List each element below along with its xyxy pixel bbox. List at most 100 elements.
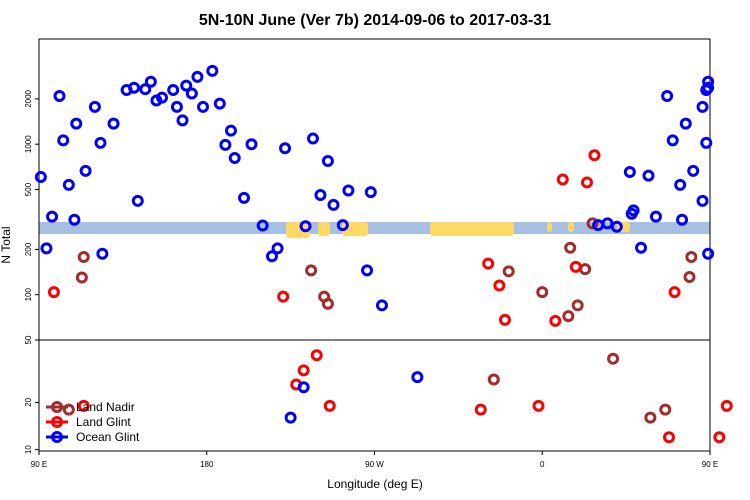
ocean-glint-point	[687, 164, 700, 177]
land-nadir-point	[487, 373, 500, 386]
land-glint-point	[47, 286, 60, 299]
ocean-glint-point	[40, 242, 53, 255]
land-blob-5	[430, 222, 514, 236]
ocean-glint-point	[206, 64, 219, 77]
ocean-glint-point	[610, 220, 623, 233]
ocean-glint-point	[679, 117, 692, 130]
ocean-glint-point	[271, 242, 284, 255]
x-axis-label: Longitude (deg E)	[327, 477, 422, 491]
land-nadir-point	[562, 310, 575, 323]
ocean-glint-point	[62, 178, 75, 191]
ocean-glint-point	[627, 204, 640, 217]
land-glint-point	[323, 399, 336, 412]
ocean-glint-point	[364, 186, 377, 199]
land-band	[39, 222, 710, 238]
land-nadir-point	[502, 265, 515, 278]
land-blob-6	[547, 222, 552, 232]
land-nadir-point	[579, 263, 592, 276]
legend-marker-land-nadir	[51, 401, 63, 413]
ocean-glint-point	[256, 219, 269, 232]
land-blob-2	[286, 222, 310, 238]
ocean-glint-point	[623, 165, 636, 178]
ocean-glint-point	[297, 381, 310, 394]
ocean-glint-point	[336, 219, 349, 232]
ocean-glint-point	[321, 155, 334, 168]
land-glint-point	[482, 257, 495, 270]
land-glint-point	[668, 286, 681, 299]
land-glint-point	[532, 399, 545, 412]
ocean-glint-point	[676, 213, 689, 226]
legend-marker-ocean-glint	[51, 431, 63, 443]
ocean-glint-point	[53, 90, 66, 103]
ocean-glint-point	[674, 178, 687, 191]
ocean-glint-point	[139, 83, 152, 96]
x-tick-label: 90 W	[365, 460, 384, 469]
land-nadir-point	[62, 403, 75, 416]
ocean-glint-point	[245, 138, 258, 151]
ocean-glint-point	[219, 138, 232, 151]
ocean-glint-point	[185, 87, 198, 100]
ocean-glint-point	[411, 371, 424, 384]
y-tick-label: 200	[24, 242, 33, 256]
x-tick-label: 90 E	[31, 460, 47, 469]
y-tick-label: 20	[24, 397, 33, 406]
ocean-glint-point	[361, 264, 374, 277]
land-nadir-point	[685, 251, 698, 264]
ocean-glint-point	[213, 97, 226, 110]
ocean-glint-point	[94, 136, 107, 149]
ocean-glint-point	[700, 136, 713, 149]
ocean-glint-point	[238, 191, 251, 204]
ocean-glint-point	[661, 90, 674, 103]
land-nadir-point	[586, 217, 599, 230]
land-nadir-point	[305, 264, 318, 277]
land-nadir-point	[564, 241, 577, 254]
land-glint-point	[77, 399, 90, 412]
ocean-glint-point	[314, 188, 327, 201]
ocean-glint-point	[131, 194, 144, 207]
ocean-glint-point	[70, 117, 83, 130]
ocean-glint-point	[46, 210, 59, 223]
ocean-glint-point	[128, 81, 141, 94]
ocean-glint-point	[68, 213, 81, 226]
legend-label-ocean-glint: Ocean Glint	[76, 430, 140, 444]
ocean-glint-point	[176, 114, 189, 127]
land-glint-point	[277, 290, 290, 303]
ocean-glint-point	[327, 198, 340, 211]
land-nadir-point	[659, 403, 672, 416]
land-nadir-point	[77, 251, 90, 264]
ocean-glint-point	[375, 299, 388, 312]
ocean-glint-point	[96, 247, 109, 260]
ocean-glint-point	[342, 184, 355, 197]
chart-title: 5N-10N June (Ver 7b) 2014-09-06 to 2017-…	[199, 12, 551, 29]
land-glint-point	[588, 149, 601, 162]
ocean-glint-point	[144, 75, 157, 88]
y-tick-label: 10	[24, 445, 33, 454]
ocean-glint-point	[79, 164, 92, 177]
ocean-glint-point	[635, 241, 648, 254]
ocean-glint-point	[265, 250, 278, 263]
x-tick-label: 90 E	[702, 460, 718, 469]
y-tick-label: 50	[24, 335, 33, 344]
land-blob-7	[568, 222, 574, 232]
land-nadir-point	[683, 271, 696, 284]
ocean-glint-point	[702, 247, 715, 260]
y-tick-label: 500	[24, 182, 33, 196]
land-glint-point	[580, 176, 593, 189]
y-tick-label: 100	[24, 287, 33, 301]
land-glint-point	[474, 403, 487, 416]
land-glint-point	[498, 313, 511, 326]
land-nadir-point	[571, 299, 584, 312]
y-axis-label: N Total	[0, 226, 13, 263]
ocean-glint-point	[649, 210, 662, 223]
ocean-glint-point	[696, 194, 709, 207]
land-glint-point	[310, 349, 323, 362]
ocean-glint-point	[284, 411, 297, 424]
x-tick-label: 180	[200, 460, 214, 469]
y-tick-label: 2000	[24, 89, 33, 107]
ocean-glint-point	[279, 142, 292, 155]
land-glint-point	[549, 314, 562, 327]
ocean-glint-point	[156, 91, 169, 104]
ocean-glint-point	[191, 70, 204, 83]
